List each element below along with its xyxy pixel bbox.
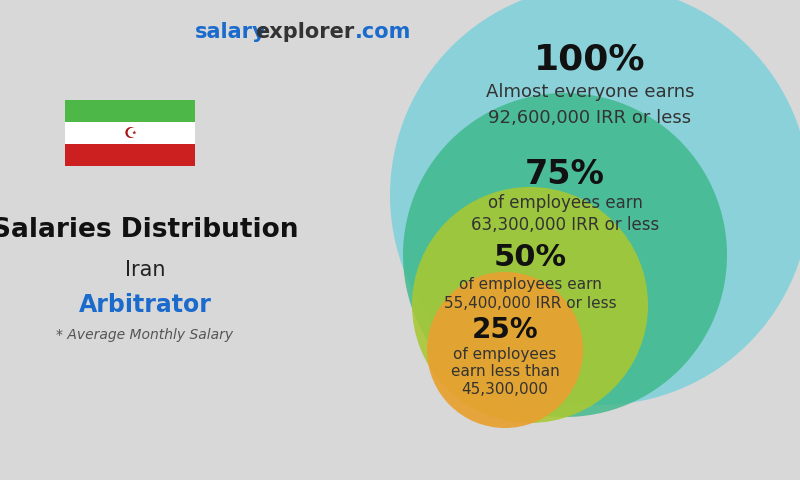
Text: 92,600,000 IRR or less: 92,600,000 IRR or less <box>489 109 691 127</box>
Bar <box>65 100 195 122</box>
Circle shape <box>412 187 648 423</box>
Text: ☪: ☪ <box>123 125 137 141</box>
Text: earn less than: earn less than <box>450 364 559 380</box>
Text: Iran: Iran <box>125 260 166 280</box>
Circle shape <box>403 93 727 417</box>
Text: of employees earn: of employees earn <box>487 194 642 212</box>
Text: 50%: 50% <box>494 243 566 273</box>
Text: explorer: explorer <box>255 22 354 42</box>
Bar <box>65 122 195 144</box>
Text: salary: salary <box>195 22 266 42</box>
Text: 75%: 75% <box>525 158 605 192</box>
Text: * Average Monthly Salary: * Average Monthly Salary <box>57 328 234 342</box>
Text: of employees earn: of employees earn <box>458 276 602 291</box>
Text: 25%: 25% <box>472 316 538 344</box>
Text: of employees: of employees <box>454 347 557 361</box>
Text: 100%: 100% <box>534 43 646 77</box>
Text: Arbitrator: Arbitrator <box>78 293 211 317</box>
Text: 63,300,000 IRR or less: 63,300,000 IRR or less <box>471 216 659 234</box>
Circle shape <box>390 0 800 405</box>
Text: Almost everyone earns: Almost everyone earns <box>486 83 694 101</box>
Circle shape <box>427 272 583 428</box>
Bar <box>65 144 195 166</box>
Text: 55,400,000 IRR or less: 55,400,000 IRR or less <box>444 297 616 312</box>
Text: .com: .com <box>355 22 411 42</box>
Text: 45,300,000: 45,300,000 <box>462 383 549 397</box>
Text: Salaries Distribution: Salaries Distribution <box>0 217 298 243</box>
